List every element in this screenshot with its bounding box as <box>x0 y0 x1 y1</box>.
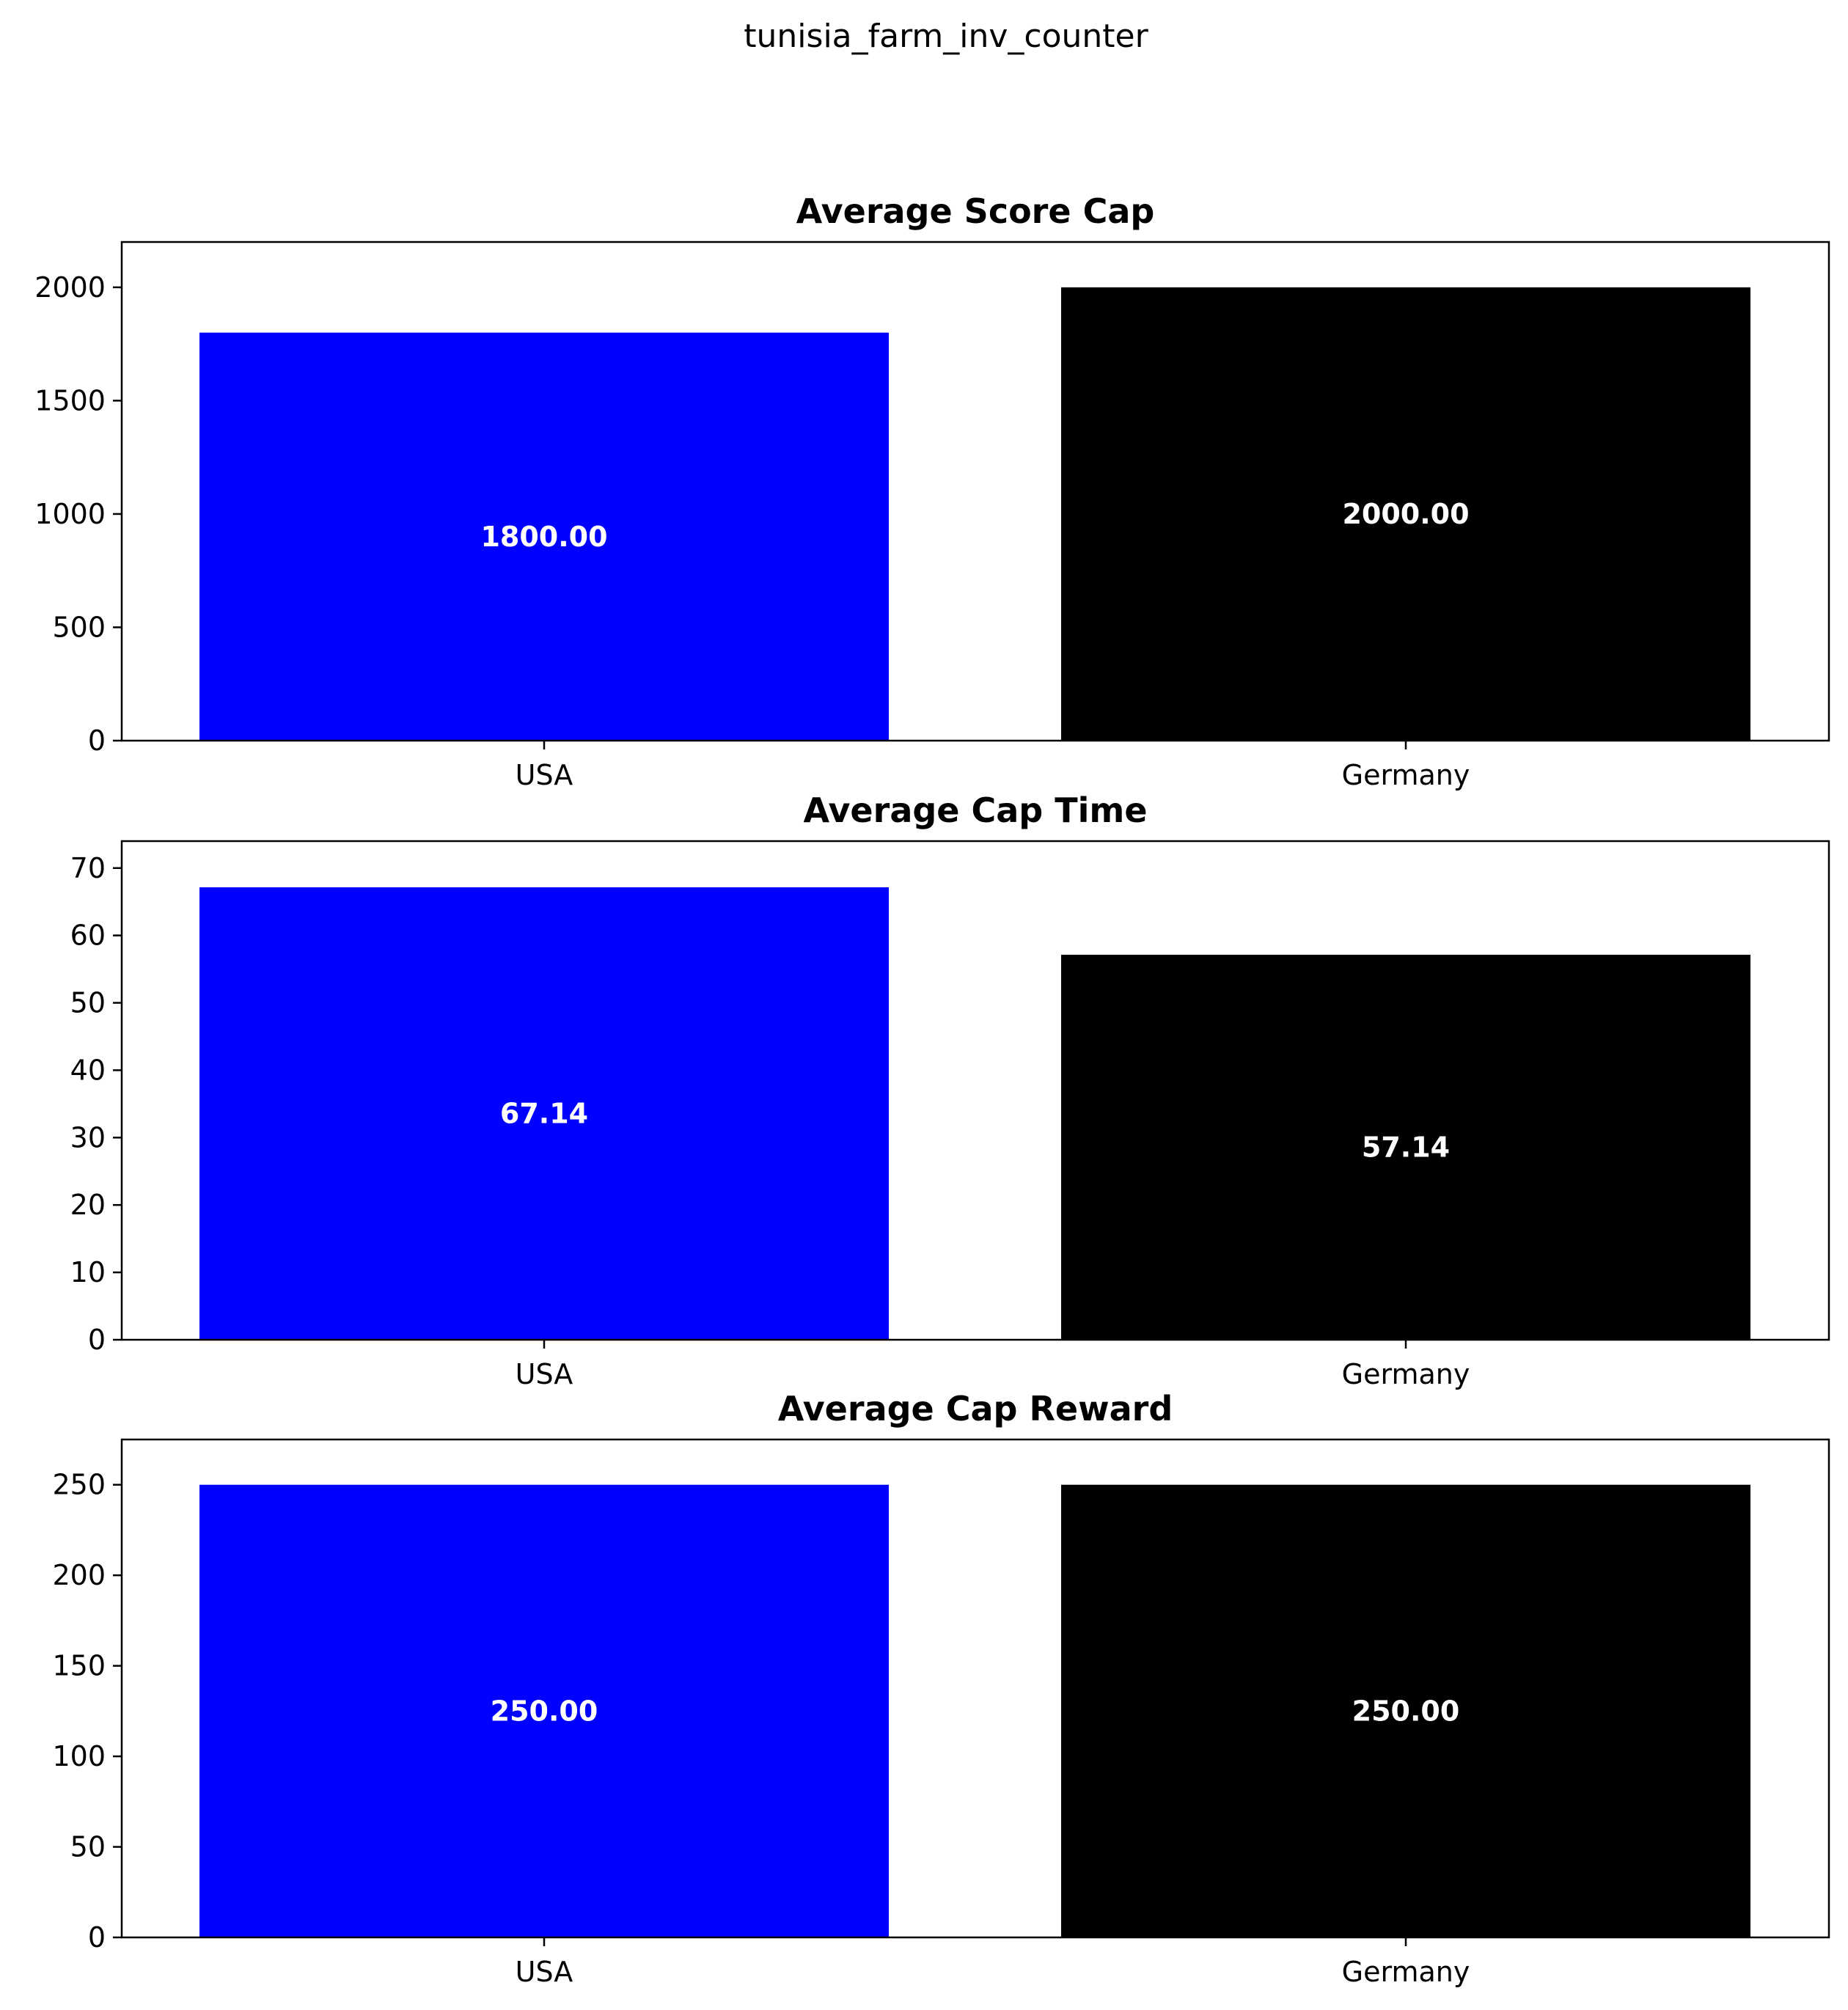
y-tick-label: 0 <box>88 1324 106 1356</box>
y-tick-label: 20 <box>70 1189 106 1221</box>
axes-frame <box>120 840 1830 1341</box>
y-tick-label: 150 <box>52 1650 106 1682</box>
x-tick-label: Germany <box>1342 1358 1470 1390</box>
bar-value-label: 57.14 <box>1362 1131 1450 1163</box>
y-tick-label: 100 <box>52 1740 106 1772</box>
bar-value-label: 1800.00 <box>480 521 607 553</box>
y-tick-label: 1500 <box>34 384 106 417</box>
x-tick-label: Germany <box>1342 1956 1470 1988</box>
bar-value-label: 250.00 <box>1352 1695 1460 1727</box>
y-tick-label: 0 <box>88 725 106 757</box>
x-tick-label: Germany <box>1342 759 1470 791</box>
bar-germany <box>1061 1484 1750 1937</box>
bar-usa <box>199 1484 889 1937</box>
y-tick-label: 60 <box>70 920 106 952</box>
bar-germany <box>1061 287 1750 741</box>
chart-panel-3: 250.00 250.00 0 50 100 150 200 250 USA Germany Ave… <box>52 1389 1830 1988</box>
y-tick-label: 200 <box>52 1559 106 1591</box>
chart-title: Average Score Cap <box>796 191 1155 231</box>
figure-title: tunisia_farm_inv_counter <box>744 18 1148 55</box>
chart-title: Average Cap Time <box>803 791 1147 830</box>
y-tick-label: 500 <box>52 611 106 643</box>
bar-value-label: 2000.00 <box>1342 498 1469 530</box>
axes-frame <box>120 1438 1830 1939</box>
x-tick-label: USA <box>516 1358 573 1390</box>
y-tick-label: 30 <box>70 1121 106 1153</box>
y-tick-label: 50 <box>70 1831 106 1863</box>
bar-germany <box>1061 954 1750 1340</box>
y-tick-label: 70 <box>70 852 106 884</box>
x-tick-label: USA <box>516 1956 573 1988</box>
chart-panel-1: 1800.00 2000.00 0 500 1000 1500 2000 USA Germany… <box>34 191 1830 791</box>
y-tick-label: 50 <box>70 987 106 1019</box>
y-tick-label: 250 <box>52 1469 106 1501</box>
y-tick-label: 0 <box>88 1921 106 1954</box>
bar-value-label: 67.14 <box>500 1098 588 1130</box>
y-tick-label: 10 <box>70 1256 106 1288</box>
y-tick-label: 40 <box>70 1054 106 1086</box>
chart-title: Average Cap Reward <box>778 1389 1173 1428</box>
x-tick-label: USA <box>516 759 573 791</box>
y-tick-label: 2000 <box>34 271 106 304</box>
chart-panel-2: 67.14 57.14 0 10 20 30 40 50 60 70 USA Germany Avera… <box>70 791 1830 1390</box>
bar-value-label: 250.00 <box>491 1695 598 1727</box>
bar-usa <box>199 332 889 741</box>
axes-frame <box>120 241 1830 742</box>
bar-usa <box>199 887 889 1340</box>
y-tick-label: 1000 <box>34 498 106 530</box>
